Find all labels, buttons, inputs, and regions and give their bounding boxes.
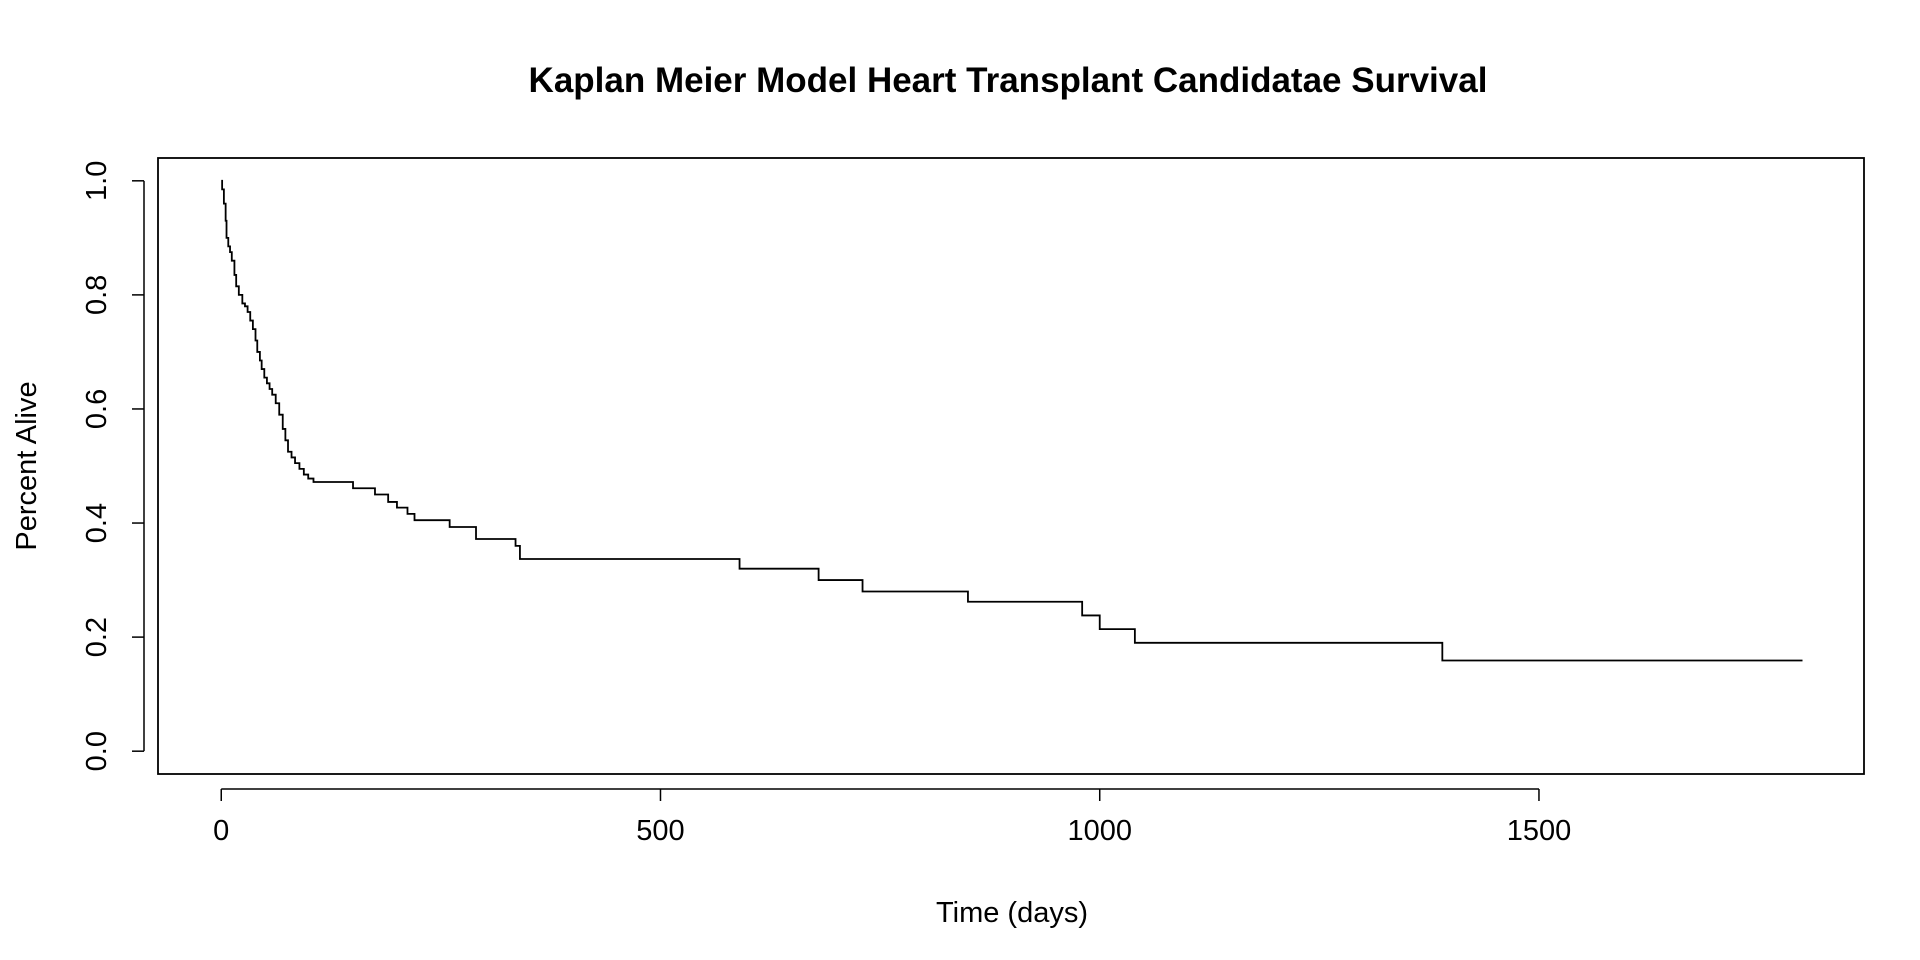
y-tick-label: 0.4: [81, 503, 113, 543]
chart-title: Kaplan Meier Model Heart Transplant Cand…: [529, 61, 1488, 100]
y-tick-label: 0.0: [81, 731, 113, 771]
x-axis-label: Time (days): [936, 897, 1088, 929]
y-tick-label: 0.2: [81, 617, 113, 657]
y-tick-label: 0.6: [81, 389, 113, 429]
x-axis: 0 500 1000 1500: [213, 788, 1572, 847]
y-tick-label: 1.0: [81, 161, 113, 201]
x-tick-label: 0: [213, 815, 229, 847]
y-axis: 0.0 0.2 0.4 0.6 0.8 1.0: [81, 161, 145, 771]
plot-area-frame: [157, 157, 1865, 775]
x-tick-label: 1500: [1507, 815, 1572, 847]
x-tick-label: 1000: [1067, 815, 1132, 847]
y-axis-label: Percent Alive: [11, 381, 43, 550]
survival-curve: [221, 179, 1803, 662]
x-tick-label: 500: [636, 815, 684, 847]
y-tick-label: 0.8: [81, 275, 113, 315]
curve-layer: [221, 179, 1803, 662]
